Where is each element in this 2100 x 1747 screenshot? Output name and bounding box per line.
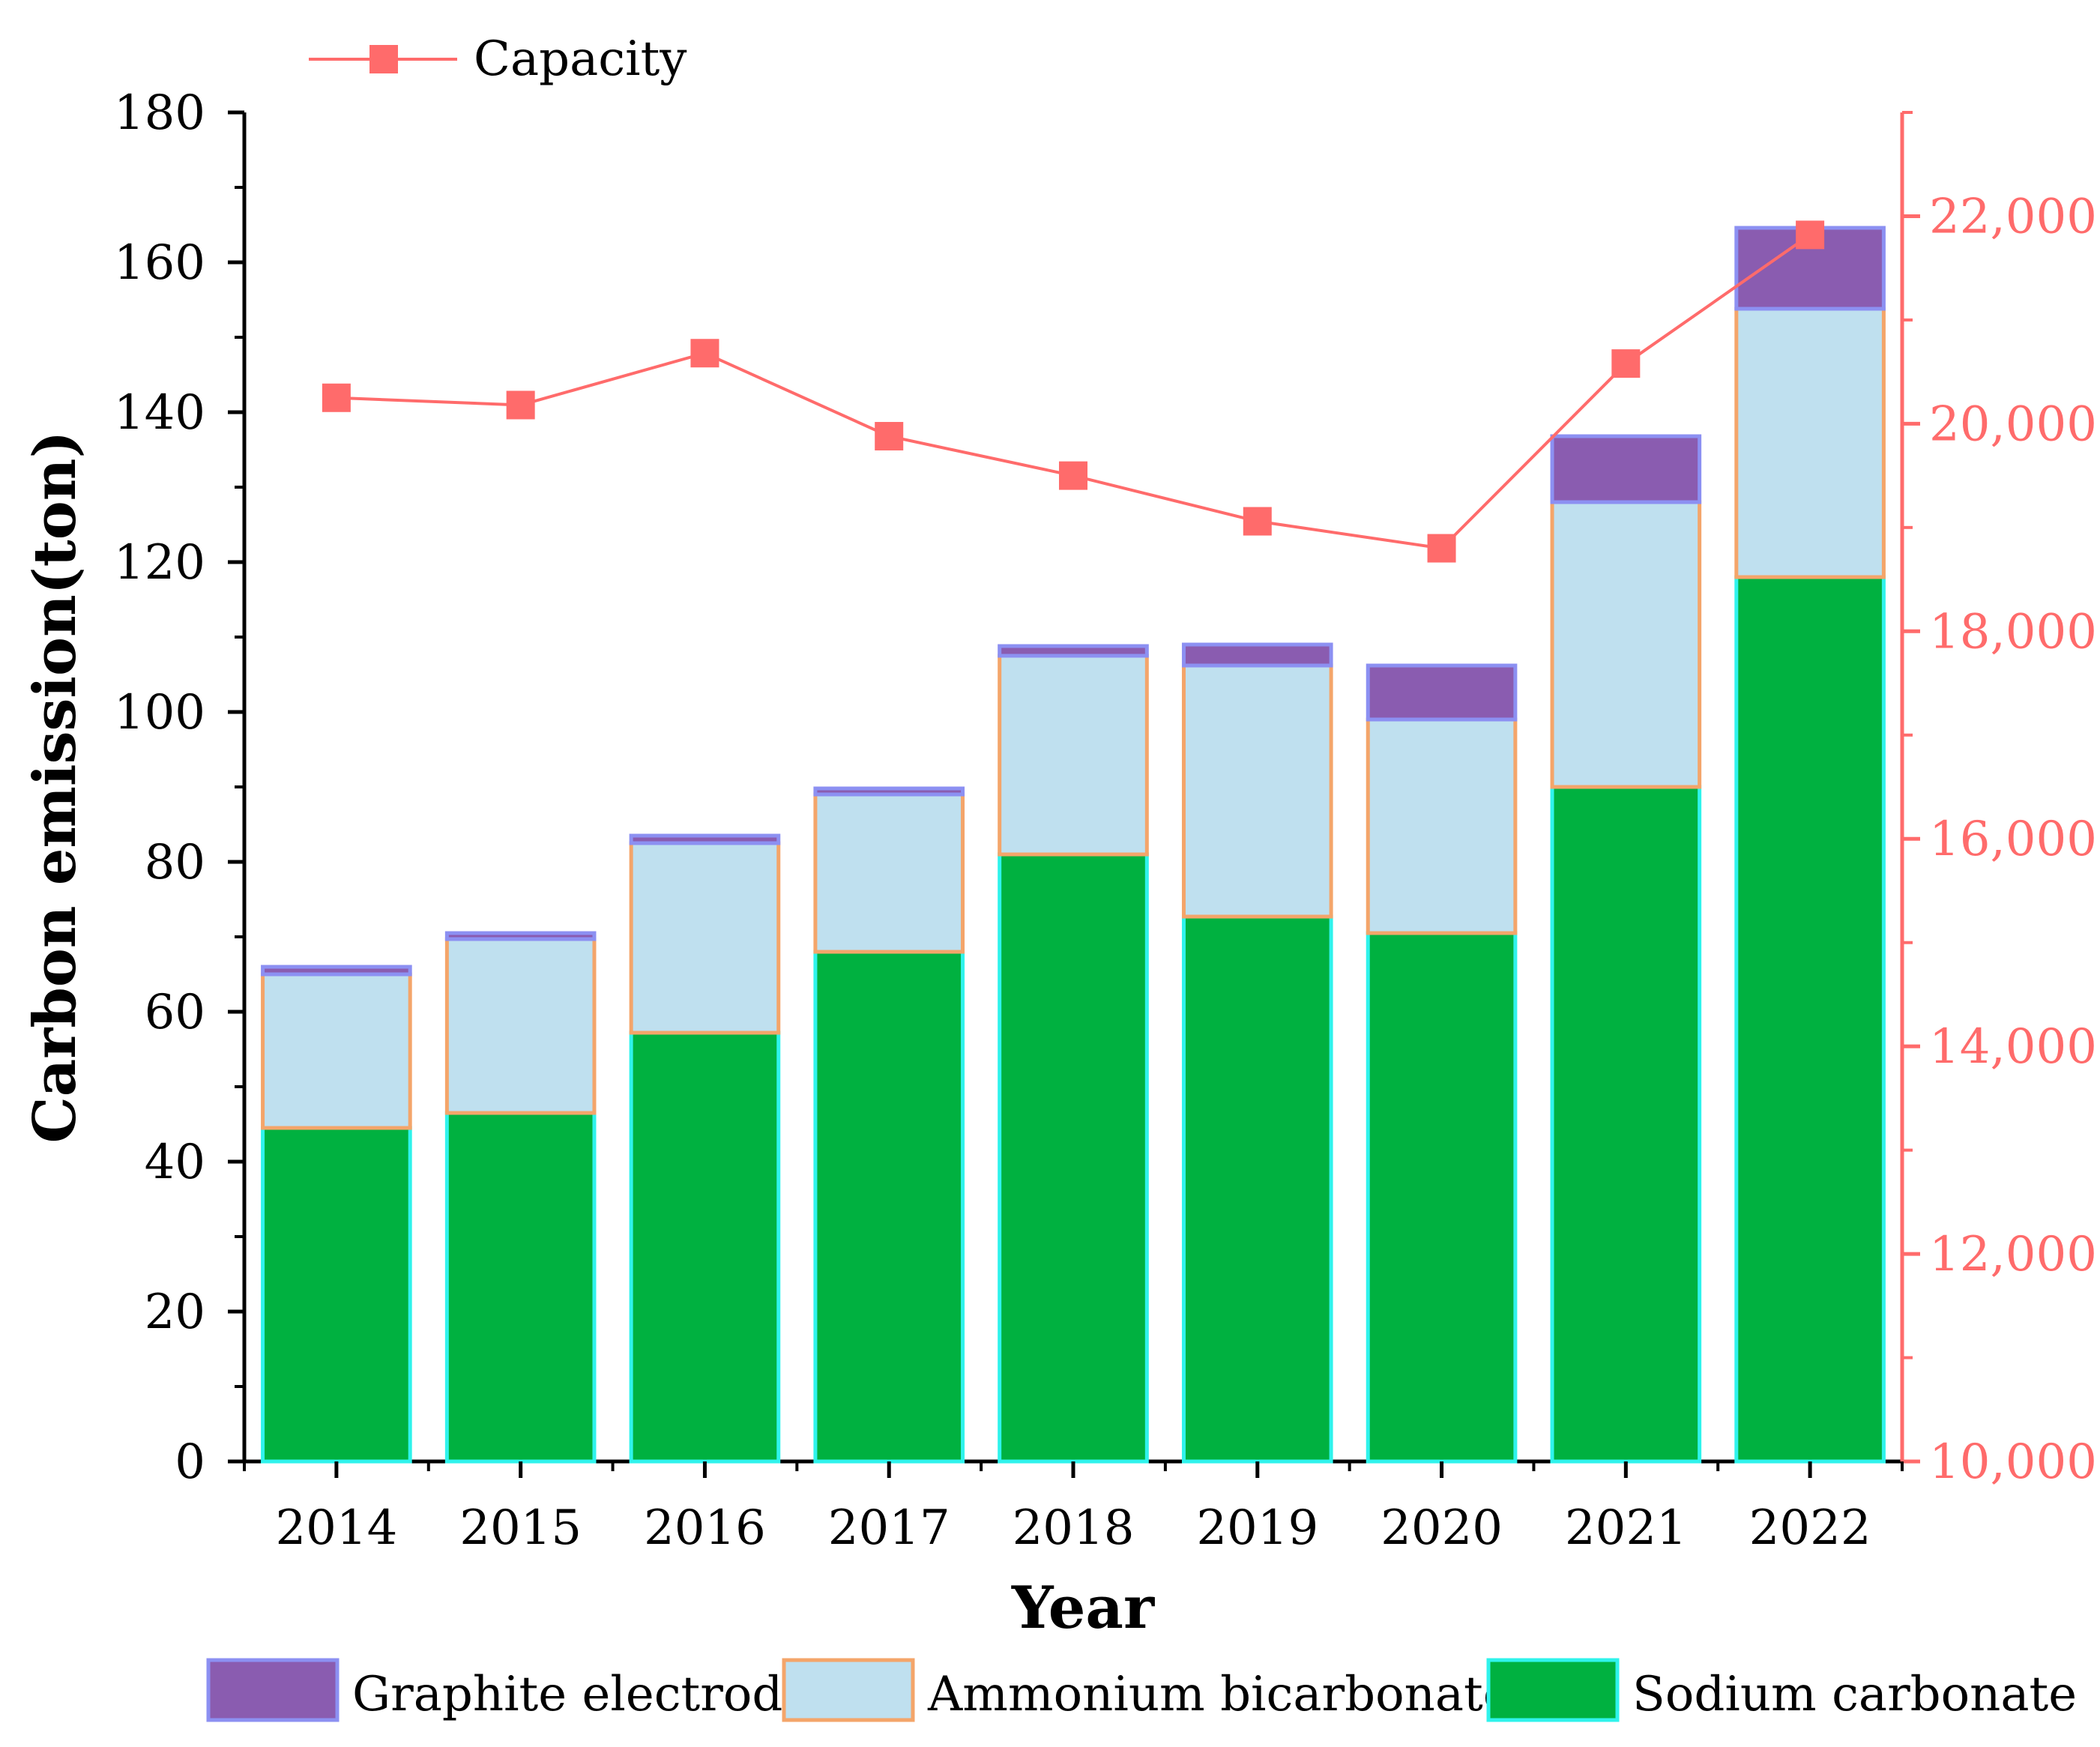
bar-graphite-electrode-2020	[1366, 663, 1518, 722]
capacity-point-2021	[1611, 349, 1641, 378]
legend-swatch-sodium	[1486, 1658, 1620, 1722]
left-tick-label-140: 140	[114, 385, 205, 441]
capacity-point-2015	[506, 390, 535, 420]
legend-top: Capacity	[309, 31, 687, 87]
x-tick-label-2020: 2020	[1381, 1500, 1503, 1556]
bar-ammonium-bicarbonate-2014	[261, 972, 412, 1130]
bar-sodium-carbonate-2022	[1734, 575, 1886, 1464]
left-tick-label-100: 100	[114, 685, 205, 740]
left-tick-label-160: 160	[114, 235, 205, 291]
x-tick-label-2017: 2017	[828, 1500, 950, 1556]
bar-sodium-carbonate-2021	[1550, 785, 1702, 1464]
x-tick-label-2014: 2014	[275, 1500, 397, 1556]
ticks: 0 20 40 60 80 100 120 140 160 180 10,000 12,000 14,0…	[114, 85, 2097, 1556]
capacity-point-2018	[1059, 461, 1087, 490]
x-tick-label-2021: 2021	[1565, 1500, 1687, 1556]
bar-graphite-electrode-2014	[261, 965, 412, 977]
bar-graphite-electrode-2015	[444, 931, 597, 941]
bar-sodium-carbonate-2018	[998, 852, 1149, 1464]
legend-label-sodium: Sodium carbonate	[1632, 1667, 2077, 1722]
bar-sodium-carbonate-2015	[444, 1111, 597, 1464]
bar-ammonium-bicarbonate-2017	[813, 792, 965, 954]
bar-sodium-carbonate-2020	[1366, 931, 1518, 1464]
legend-capacity-label: Capacity	[474, 31, 687, 87]
x-axis-title: Year	[1011, 1574, 1155, 1642]
right-tick-label-12,000: 12,000	[1929, 1227, 2097, 1282]
left-tick-label-180: 180	[114, 85, 205, 141]
capacity-point-2016	[690, 339, 719, 368]
capacity-point-2017	[875, 422, 904, 450]
legend-swatch-graphite	[206, 1658, 340, 1722]
bar-graphite-electrode-2021	[1550, 434, 1702, 504]
bar-sodium-carbonate-2017	[813, 950, 965, 1464]
bar-sodium-carbonate-2019	[1181, 914, 1333, 1464]
x-tick-label-2022: 2022	[1749, 1500, 1871, 1556]
x-tick-label-2018: 2018	[1013, 1500, 1135, 1556]
right-tick-label-16,000: 16,000	[1929, 812, 2097, 867]
capacity-point-2020	[1427, 534, 1456, 563]
legend-label-graphite: Graphite electrode	[352, 1667, 811, 1722]
legend-swatch-ammonium	[782, 1658, 915, 1722]
bar-graphite-electrode-2017	[813, 786, 965, 797]
bar-graphite-electrode-2019	[1181, 642, 1333, 668]
bar-sodium-carbonate-2016	[629, 1031, 781, 1464]
bar-ammonium-bicarbonate-2022	[1734, 307, 1886, 579]
right-tick-label-18,000: 18,000	[1929, 604, 2097, 660]
y-axis-title: Carbon emission(ton)	[21, 431, 89, 1144]
right-tick-label-14,000: 14,000	[1929, 1019, 2097, 1075]
left-tick-label-60: 60	[145, 985, 205, 1040]
bar-graphite-electrode-2018	[998, 644, 1149, 658]
bar-ammonium-bicarbonate-2020	[1366, 717, 1518, 935]
x-tick-label-2015: 2015	[459, 1500, 582, 1556]
right-tick-label-10,000: 10,000	[1929, 1434, 2097, 1490]
right-tick-label-22,000: 22,000	[1929, 189, 2097, 244]
bar-ammonium-bicarbonate-2015	[444, 937, 597, 1115]
left-tick-label-20: 20	[145, 1285, 205, 1340]
capacity-line	[322, 220, 1825, 563]
bar-ammonium-bicarbonate-2021	[1550, 500, 1702, 789]
bar-sodium-carbonate-2014	[261, 1126, 412, 1464]
left-tick-label-120: 120	[114, 535, 205, 591]
left-tick-label-80: 80	[145, 835, 205, 890]
legend-label-ammonium: Ammonium bicarbonate	[927, 1667, 1512, 1722]
bar-ammonium-bicarbonate-2016	[629, 841, 781, 1035]
x-tick-label-2016: 2016	[644, 1500, 766, 1556]
legend-capacity-marker	[369, 45, 398, 73]
bar-graphite-electrode-2016	[629, 833, 781, 845]
bar-ammonium-bicarbonate-2018	[998, 654, 1149, 857]
x-tick-label-2019: 2019	[1196, 1500, 1318, 1556]
bars	[261, 226, 1886, 1464]
capacity-point-2022	[1796, 220, 1825, 250]
bar-ammonium-bicarbonate-2019	[1181, 663, 1333, 919]
capacity-point-2019	[1243, 507, 1272, 536]
left-tick-label-0: 0	[175, 1434, 205, 1490]
right-tick-label-20,000: 20,000	[1929, 396, 2097, 452]
capacity-point-2014	[322, 383, 351, 412]
legend-bottom: Graphite electrode Ammonium bicarbonate …	[206, 1658, 2077, 1722]
left-tick-label-40: 40	[145, 1135, 205, 1190]
